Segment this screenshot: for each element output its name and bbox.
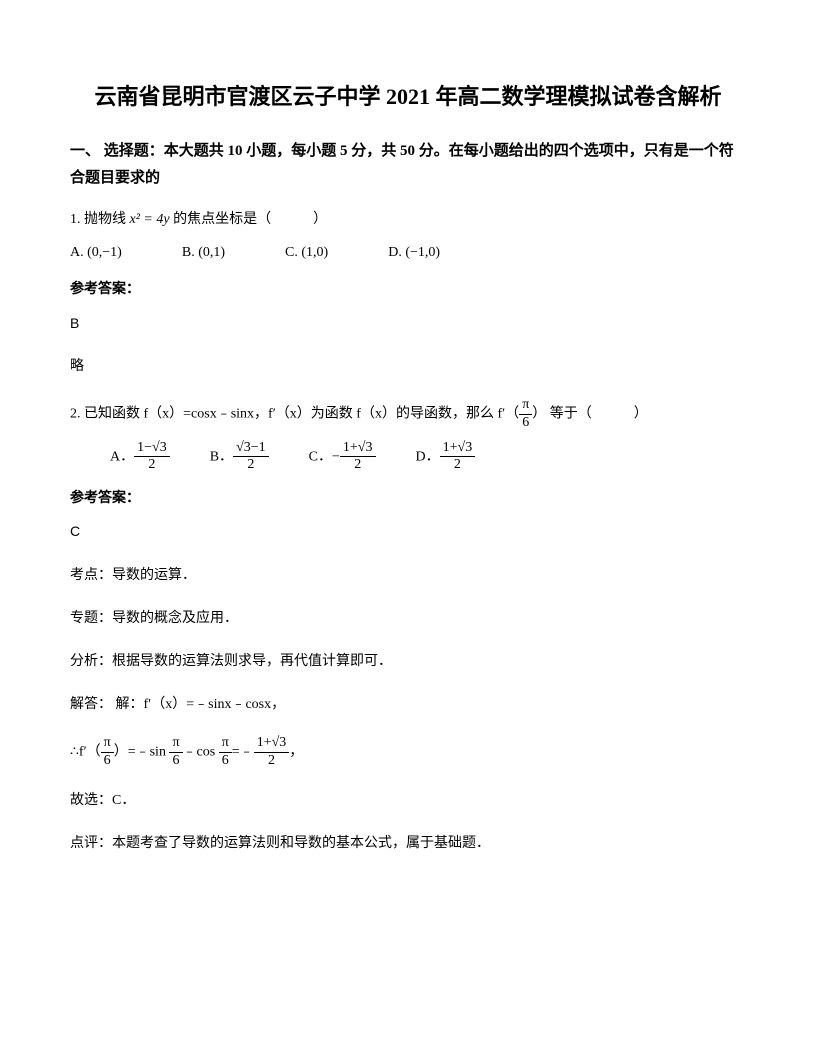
q2-step-num1: π — [101, 735, 114, 753]
q2-fenxi-text: 根据导数的运算法则求导，再代值计算即可． — [112, 654, 392, 669]
q1-option-a: A. (0,−1) — [70, 240, 122, 265]
q1-optD-val: (−1,0) — [405, 245, 440, 260]
q2-step-end: ， — [289, 745, 303, 760]
q2-step-den2: 6 — [169, 753, 182, 770]
q2-dianping-label: 点评： — [70, 836, 112, 851]
q2-kaodian: 考点：导数的运算． — [70, 563, 746, 588]
q2-dianping-text: 本题考查了导数的运算法则和导数的基本公式，属于基础题． — [112, 836, 490, 851]
question-2: 2. 已知函数 f（x）=cosx﹣sinx，f′（x）为函数 f（x）的导函数… — [70, 397, 746, 856]
q1-suffix: 的焦点坐标是（ ） — [173, 212, 327, 227]
q1-optC-val: (1,0) — [301, 245, 328, 260]
exam-title: 云南省昆明市官渡区云子中学 2021 年高二数学理模拟试卷含解析 — [70, 80, 746, 113]
q2-optB-den: 2 — [233, 457, 269, 474]
q1-prefix: 1. 抛物线 — [70, 212, 130, 227]
q2-pi6-num: π — [519, 397, 532, 415]
q2-prefix: 2. 已知函数 f（x）=cosx﹣sinx，f′（x）为函数 f（x）的导函数… — [70, 406, 497, 421]
q1-formula: x² = 4y — [130, 212, 170, 227]
q2-optD-den: 2 — [440, 457, 476, 474]
q2-optC-prefix: − — [332, 449, 340, 464]
q2-pi-over-6: π6 — [519, 397, 532, 432]
q1-brief: 略 — [70, 354, 746, 379]
q2-pi6-den: 6 — [519, 415, 532, 432]
q2-zhuanti: 专题：导数的概念及应用． — [70, 606, 746, 631]
q2-step-den1: 6 — [101, 753, 114, 770]
q2-option-b: B．√3−12 — [210, 440, 269, 475]
q2-text: 2. 已知函数 f（x）=cosx﹣sinx，f′（x）为函数 f（x）的导函数… — [70, 397, 746, 432]
q2-step-num3: π — [219, 735, 232, 753]
q2-optD-label: D． — [416, 449, 440, 464]
q2-step-num4: 1+√3 — [254, 735, 290, 753]
q2-zhuanti-label: 专题： — [70, 611, 112, 626]
q2-optC-label: C． — [309, 449, 332, 464]
q1-optB-label: B. — [182, 245, 198, 260]
q2-step-num2: π — [169, 735, 182, 753]
q1-answer-label: 参考答案： — [70, 277, 746, 302]
q2-optC-den: 2 — [340, 457, 376, 474]
q1-option-d: D. (−1,0) — [388, 240, 440, 265]
q2-optB-label: B． — [210, 449, 233, 464]
q2-step-den4: 2 — [254, 753, 290, 770]
q1-optB-val: (0,1) — [198, 245, 225, 260]
q2-dianping: 点评：本题考查了导数的运算法则和导数的基本公式，属于基础题． — [70, 831, 746, 856]
section-1-header: 一、 选择题：本大题共 10 小题，每小题 5 分，共 50 分。在每小题给出的… — [70, 138, 746, 192]
q2-zhuanti-text: 导数的概念及应用． — [112, 611, 238, 626]
q2-answer-label: 参考答案： — [70, 486, 746, 511]
q2-guxuan: 故选：C． — [70, 788, 746, 813]
q1-optA-label: A. — [70, 245, 87, 260]
q2-jieda-text: 解：f′（x）=﹣sinx﹣cosx， — [112, 697, 285, 712]
q2-jieda-label: 解答： — [70, 697, 112, 712]
q2-optA-den: 2 — [134, 457, 170, 474]
q2-formula-close: ） — [532, 406, 546, 421]
q2-options: A．1−√32 B．√3−12 C．−1+√32 D．1+√32 — [110, 440, 746, 475]
q1-text: 1. 抛物线 x² = 4y 的焦点坐标是（ ） — [70, 207, 746, 232]
q2-formula-fprime: f′（ — [497, 406, 519, 421]
q2-therefore-line: ∴f′（π6）=﹣sin π6﹣cos π6=﹣1+√32， — [70, 735, 746, 770]
q2-kaodian-label: 考点： — [70, 568, 112, 583]
q2-step-mid2: ﹣cos — [183, 745, 219, 760]
q1-option-b: B. (0,1) — [182, 240, 225, 265]
q2-optA-label: A． — [110, 449, 134, 464]
q2-jieda: 解答： 解：f′（x）=﹣sinx﹣cosx， — [70, 692, 746, 717]
q2-optD-num: 1+√3 — [440, 440, 476, 458]
q2-fenxi: 分析：根据导数的运算法则求导，再代值计算即可． — [70, 649, 746, 674]
q2-kaodian-text: 导数的运算． — [112, 568, 196, 583]
q1-options: A. (0,−1) B. (0,1) C. (1,0) D. (−1,0) — [70, 240, 746, 265]
q2-step-mid3: =﹣ — [232, 745, 254, 760]
q2-optC-num: 1+√3 — [340, 440, 376, 458]
q2-optA-num: 1−√3 — [134, 440, 170, 458]
q2-therefore: ∴f′（ — [70, 745, 101, 760]
q2-optB-num: √3−1 — [233, 440, 269, 458]
q1-option-c: C. (1,0) — [285, 240, 328, 265]
question-1: 1. 抛物线 x² = 4y 的焦点坐标是（ ） A. (0,−1) B. (0… — [70, 207, 746, 379]
q2-step-den3: 6 — [219, 753, 232, 770]
q2-fenxi-label: 分析： — [70, 654, 112, 669]
q1-optA-val: (0,−1) — [87, 245, 122, 260]
q1-answer: B — [70, 311, 746, 336]
q2-option-c: C．−1+√32 — [309, 440, 376, 475]
q2-suffix: 等于（ ） — [550, 406, 648, 421]
q1-optC-label: C. — [285, 245, 301, 260]
q2-answer: C — [70, 519, 746, 544]
q1-optD-label: D. — [388, 245, 405, 260]
q2-option-a: A．1−√32 — [110, 440, 170, 475]
q2-step-mid1: ）=﹣sin — [114, 745, 170, 760]
q2-option-d: D．1+√32 — [416, 440, 476, 475]
